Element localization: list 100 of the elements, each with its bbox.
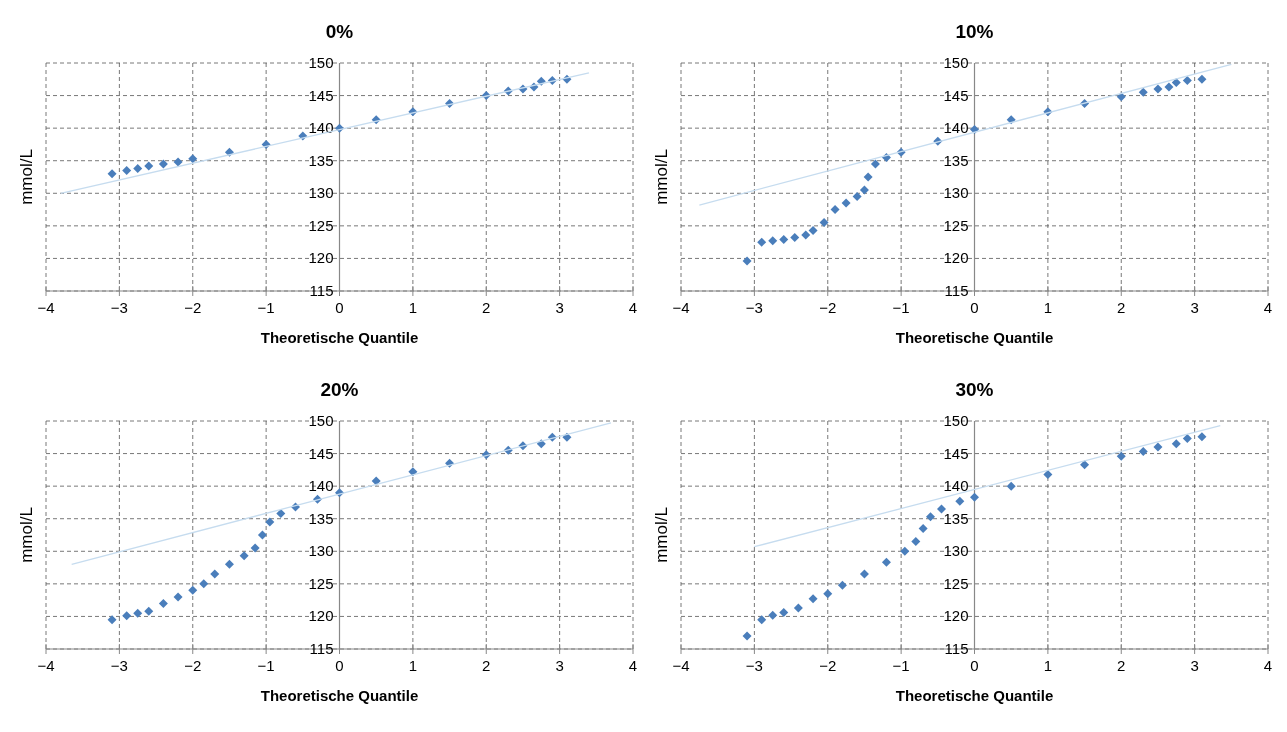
point (859, 569, 869, 579)
y-axis-title: mmol/L (652, 149, 671, 205)
x-tick-label: 0 (970, 299, 979, 316)
y-tick-label: 125 (308, 216, 334, 234)
y-axis-title: mmol/L (652, 507, 671, 563)
y-tick-label: 130 (943, 184, 969, 202)
point (257, 530, 267, 540)
x-tick-label: −1 (257, 299, 275, 316)
y-tick-label: 135 (308, 509, 334, 527)
chart-title: 30% (955, 379, 994, 400)
point (1006, 481, 1016, 491)
point (122, 611, 132, 621)
point (823, 589, 833, 599)
x-tick-label: 0 (970, 657, 979, 674)
point (837, 580, 847, 590)
point (107, 615, 117, 625)
x-tick-label: −1 (257, 657, 275, 674)
y-tick-label: 150 (308, 54, 334, 71)
point (250, 543, 260, 553)
point (900, 546, 910, 556)
point (1116, 451, 1126, 461)
point (133, 608, 143, 618)
point (790, 233, 800, 243)
y-tick-label: 120 (943, 249, 969, 267)
x-tick-label: 2 (1117, 657, 1126, 674)
x-tick-label: 3 (555, 299, 564, 316)
x-tick-label: 2 (482, 299, 491, 316)
y-tick-label: 145 (308, 86, 334, 104)
x-tick-label: 1 (408, 299, 418, 316)
point (158, 598, 168, 608)
x-tick-label: −3 (745, 657, 763, 674)
point (841, 198, 851, 208)
point (779, 608, 789, 618)
point (1138, 447, 1148, 457)
point (1153, 84, 1163, 94)
point (1153, 442, 1163, 452)
point (1080, 460, 1090, 470)
x-tick-label: −2 (184, 299, 202, 316)
x-axis-title: Theoretische Quantile (895, 329, 1054, 346)
point (1164, 82, 1174, 92)
point (936, 504, 946, 514)
point (768, 236, 778, 246)
x-tick-label: 2 (1117, 299, 1126, 316)
x-tick-label: −2 (819, 299, 837, 316)
x-tick-label: 2 (482, 657, 491, 674)
point (925, 512, 935, 522)
y-tick-label: 150 (943, 54, 969, 71)
point (742, 256, 752, 266)
point (1197, 74, 1207, 84)
y-tick-label: 120 (943, 607, 969, 625)
x-tick-label: −4 (37, 299, 55, 316)
point (188, 154, 198, 164)
point (133, 164, 143, 174)
x-tick-label: 1 (1043, 657, 1053, 674)
point (819, 218, 829, 228)
point (808, 225, 818, 235)
point (107, 169, 117, 179)
point (852, 192, 862, 202)
x-axis-title: Theoretische Quantile (260, 329, 419, 346)
x-axis-title: Theoretische Quantile (260, 687, 419, 704)
point (265, 517, 275, 527)
y-tick-label: 150 (943, 412, 969, 429)
point (371, 476, 381, 486)
y-tick-label: 120 (308, 607, 334, 625)
x-tick-label: 3 (1190, 299, 1199, 316)
y-tick-label: 120 (308, 249, 334, 267)
point (1182, 76, 1192, 86)
point (1197, 432, 1207, 442)
x-tick-label: 0 (335, 657, 344, 674)
point (144, 161, 154, 171)
point (757, 237, 767, 247)
point (911, 537, 921, 547)
y-tick-label: 130 (308, 184, 334, 202)
point (239, 551, 249, 561)
point (830, 205, 840, 215)
point (1171, 439, 1181, 449)
y-tick-label: 135 (308, 151, 334, 169)
point (918, 523, 928, 533)
point (1171, 78, 1181, 88)
x-tick-label: −2 (819, 657, 837, 674)
point (158, 159, 168, 169)
point (122, 165, 132, 175)
y-tick-label: 115 (309, 282, 334, 299)
point (276, 509, 286, 518)
x-tick-label: −1 (892, 299, 910, 316)
x-tick-label: −1 (892, 657, 910, 674)
y-tick-label: 140 (308, 477, 334, 495)
y-tick-label: 145 (943, 86, 969, 104)
y-axis-title: mmol/L (17, 507, 36, 563)
point (1006, 115, 1016, 125)
chart-title: 20% (320, 379, 359, 400)
x-tick-label: −3 (110, 299, 128, 316)
point (779, 235, 789, 245)
point (881, 557, 891, 567)
x-tick-label: 1 (408, 657, 418, 674)
point (742, 631, 752, 641)
y-tick-label: 125 (943, 216, 969, 234)
x-tick-label: −2 (184, 657, 202, 674)
point (210, 569, 220, 579)
x-tick-label: 3 (1190, 657, 1199, 674)
